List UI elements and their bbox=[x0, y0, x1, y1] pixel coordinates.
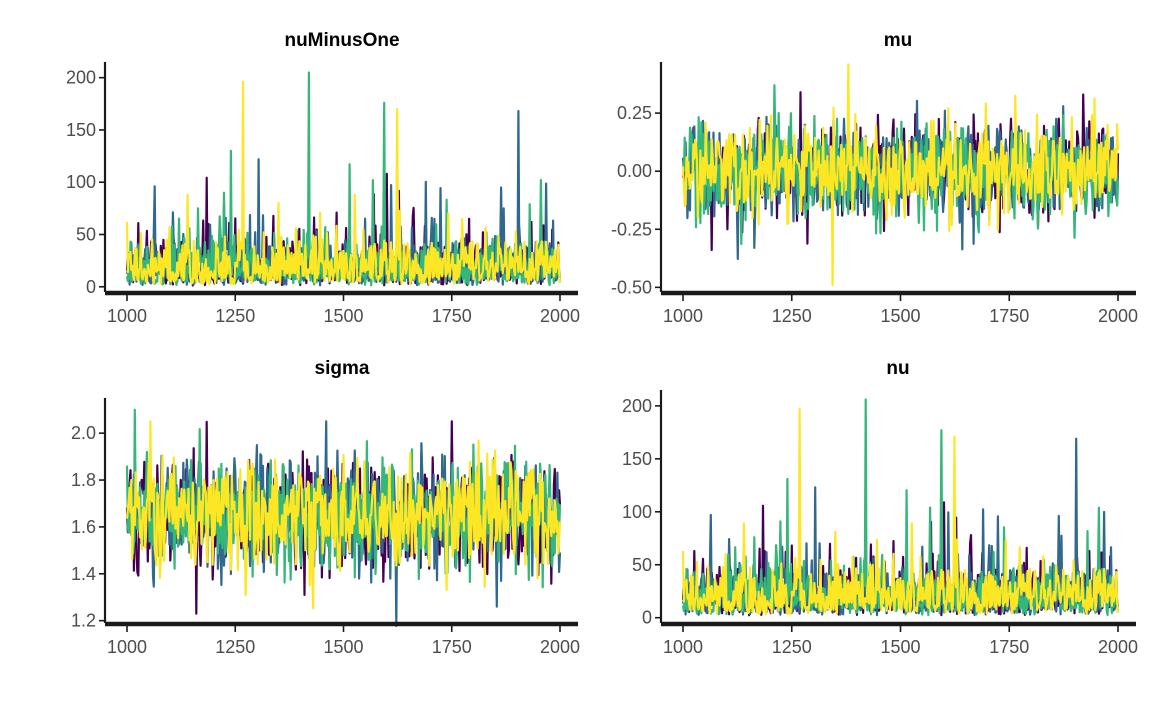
panel-sigma: sigma 1.2 1.4 1.6 1.8 2.0 1000 1250 1500 1750 2000 bbox=[71, 358, 580, 657]
y-tick-label: 200 bbox=[66, 68, 96, 88]
y-tick-label: 150 bbox=[66, 120, 96, 140]
x-tick-label: 1250 bbox=[215, 306, 255, 326]
panel-title: nu bbox=[886, 358, 909, 379]
y-tick-label: -0.25 bbox=[611, 219, 652, 239]
x-tick-label: 1750 bbox=[989, 637, 1029, 657]
y-tick-label: 0.00 bbox=[617, 161, 652, 181]
chain-trace-4 bbox=[681, 408, 1120, 616]
x-tick-label: 1250 bbox=[772, 306, 812, 326]
x-tick-label: 1500 bbox=[323, 306, 363, 326]
panel-nu: nu 0 50 100 150 200 1000 1250 1500 1750 2000 bbox=[622, 358, 1138, 657]
y-tick-label: 1.8 bbox=[71, 470, 96, 490]
y-tick-label: 1.2 bbox=[71, 611, 96, 631]
y-tick-label: 1.4 bbox=[71, 564, 96, 584]
x-tick-label: 1500 bbox=[880, 637, 920, 657]
y-tick-label: 50 bbox=[632, 555, 652, 575]
y-tick-label: 2.0 bbox=[71, 423, 96, 443]
y-tick-label: 200 bbox=[622, 396, 652, 416]
panel-nuMinusOne: nuMinusOne 0 50 100 150 200 1000 1250 1500 1750 20… bbox=[66, 30, 580, 326]
x-tick-label: 1750 bbox=[432, 306, 472, 326]
x-tick-label: 1000 bbox=[107, 306, 147, 326]
y-tick-label: -0.50 bbox=[611, 277, 652, 297]
y-tick-label: 0.25 bbox=[617, 103, 652, 123]
x-tick-label: 1500 bbox=[323, 637, 363, 657]
y-tick-label: 100 bbox=[66, 172, 96, 192]
x-tick-label: 2000 bbox=[1098, 637, 1138, 657]
panel-title: mu bbox=[884, 30, 913, 51]
x-tick-label: 1500 bbox=[880, 306, 920, 326]
x-tick-label: 2000 bbox=[540, 637, 580, 657]
y-tick-label: 50 bbox=[76, 225, 96, 245]
chain-trace-4 bbox=[681, 63, 1120, 287]
panel-title: nuMinusOne bbox=[284, 30, 399, 51]
y-tick-label: 1.6 bbox=[71, 517, 96, 537]
chain-trace-4 bbox=[125, 420, 562, 610]
panel-title: sigma bbox=[315, 358, 370, 379]
x-tick-label: 1000 bbox=[663, 306, 703, 326]
x-tick-label: 1000 bbox=[663, 637, 703, 657]
chain-trace-4 bbox=[125, 80, 562, 286]
x-tick-label: 1250 bbox=[215, 637, 255, 657]
y-tick-label: 100 bbox=[622, 502, 652, 522]
y-tick-label: 0 bbox=[642, 608, 652, 628]
x-tick-label: 2000 bbox=[1098, 306, 1138, 326]
y-tick-label: 0 bbox=[86, 277, 96, 297]
x-tick-label: 2000 bbox=[540, 306, 580, 326]
chain-trace-3 bbox=[681, 84, 1120, 246]
chain-trace-3 bbox=[125, 408, 562, 589]
x-tick-label: 1750 bbox=[432, 637, 472, 657]
y-tick-label: 150 bbox=[622, 449, 652, 469]
x-tick-label: 1250 bbox=[772, 637, 812, 657]
x-tick-label: 1000 bbox=[107, 637, 147, 657]
panel-mu: mu -0.50 -0.25 0.00 0.25 1000 1250 1500 1750 2000 bbox=[611, 30, 1138, 326]
x-tick-label: 1750 bbox=[989, 306, 1029, 326]
